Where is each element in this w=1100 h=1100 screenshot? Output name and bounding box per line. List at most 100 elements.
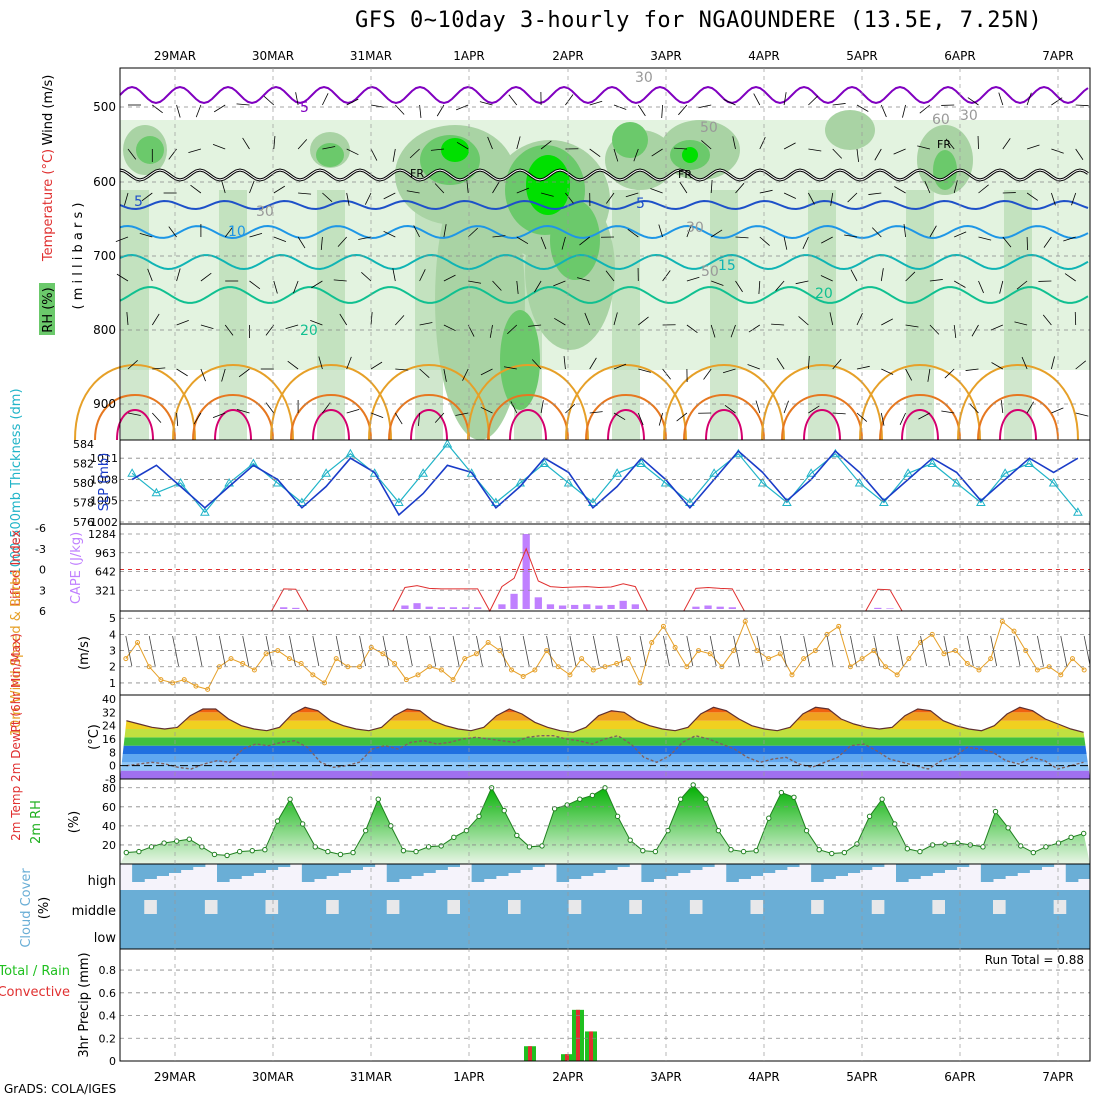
ylabel-temperature: Temperature (°C) — [41, 149, 56, 262]
precip-conv-bar — [528, 1046, 532, 1061]
wind-barb — [297, 139, 308, 150]
wind-barb — [263, 96, 275, 106]
cloud-high — [750, 864, 764, 876]
cloud-high — [871, 864, 885, 867]
cloud-high — [132, 864, 145, 882]
wind-barb — [755, 400, 761, 414]
wind-barb — [663, 635, 670, 667]
wind-barb — [1043, 236, 1052, 248]
slp-tick: 1005 — [90, 495, 118, 508]
cloud-high — [423, 864, 436, 873]
cloud-gap — [811, 900, 824, 914]
temp-contour-warm — [487, 394, 569, 441]
temp-contour-warm — [172, 364, 294, 441]
temp-contour-warm — [803, 409, 841, 441]
wind-barb — [771, 323, 785, 326]
precip-tick: 0.4 — [99, 1010, 117, 1023]
rh-marker — [1043, 844, 1049, 850]
wind-barb — [176, 319, 189, 326]
wind-barb — [1021, 356, 1028, 370]
contour-label: 30 — [256, 204, 274, 220]
wind-barb — [990, 635, 998, 667]
wind-barb — [127, 412, 141, 416]
rh-marker — [1030, 849, 1037, 856]
wind-barb — [808, 356, 810, 370]
rh-marker — [640, 847, 646, 854]
rh-marker — [211, 851, 218, 858]
wind-barb — [487, 136, 493, 150]
wind-barb — [224, 226, 234, 238]
thickness-marker — [709, 468, 719, 477]
wind-speed-marker — [567, 672, 573, 678]
dewpoint-line — [126, 734, 1084, 770]
wind-barb — [468, 280, 482, 284]
temp-band — [120, 754, 1090, 763]
temp-band — [120, 745, 1090, 754]
cloud-gap — [871, 900, 885, 914]
wind-barb — [249, 280, 261, 290]
cloud-high — [326, 864, 339, 876]
cloud-high — [338, 864, 351, 873]
cape-bar — [498, 604, 506, 609]
wind-barb — [967, 97, 979, 106]
cape-bar — [461, 607, 470, 609]
wind-barb — [452, 635, 460, 667]
wind-barb — [880, 412, 885, 426]
wind-barb — [265, 324, 275, 336]
cape-bar — [437, 607, 445, 609]
wind-barb — [370, 104, 384, 108]
wind-barb — [507, 324, 518, 335]
wind-barb — [927, 368, 931, 382]
wind-speed-marker — [392, 661, 398, 667]
temp-band — [120, 712, 1090, 721]
rh-column — [219, 190, 247, 440]
y-tick-label: 600 — [93, 175, 116, 189]
wind-barb — [584, 312, 591, 326]
temp-tick: 24 — [102, 720, 116, 733]
slp-tick: 1008 — [90, 473, 118, 486]
wind-barb — [969, 403, 979, 414]
cloud-gap — [932, 900, 945, 914]
wind-barb — [724, 405, 736, 414]
wind-barb — [686, 224, 692, 238]
wind-barb — [139, 233, 153, 238]
cloud-high — [1029, 864, 1042, 870]
wind-barb — [874, 148, 882, 161]
wind-barb — [151, 313, 160, 326]
rh-marker — [501, 807, 507, 814]
wind-speed-marker — [1081, 667, 1087, 673]
wind-barb — [856, 365, 870, 370]
thickness-tick: 576 — [73, 516, 94, 529]
cloud-gap — [629, 900, 642, 914]
date-label-top: 29MAR — [154, 49, 196, 63]
wind-barb — [881, 368, 894, 375]
cape-bar — [692, 606, 700, 609]
rh-marker — [690, 782, 696, 788]
wind-barb — [978, 184, 989, 194]
ylabel-slp: SLP (mb) — [97, 453, 112, 512]
wind-barb — [221, 180, 226, 194]
rh-marker — [665, 827, 671, 834]
rh-area — [120, 784, 1090, 864]
wind-barb — [242, 137, 250, 150]
wind-barb — [850, 269, 858, 282]
wind-barb — [850, 635, 857, 667]
rh-marker — [841, 849, 848, 856]
cloud-gap — [568, 900, 582, 914]
precip-tick: 0.6 — [99, 987, 117, 1000]
cloud-high — [993, 864, 1006, 879]
rh-marker — [451, 834, 457, 841]
rh-marker — [892, 821, 898, 827]
thickness-marker — [1073, 507, 1083, 516]
temp-contour-warm — [312, 409, 350, 441]
cloud-high — [435, 864, 448, 870]
cloud-high — [932, 864, 945, 873]
thickness-marker — [951, 477, 962, 487]
cloud-gap — [386, 900, 400, 914]
wind-speed-marker — [450, 677, 456, 683]
rh-dark-shade — [136, 136, 164, 164]
thickness-marker — [757, 477, 768, 487]
wind-barb — [856, 104, 869, 112]
date-label-top: 2APR — [552, 49, 583, 63]
wind-barb — [820, 275, 833, 282]
